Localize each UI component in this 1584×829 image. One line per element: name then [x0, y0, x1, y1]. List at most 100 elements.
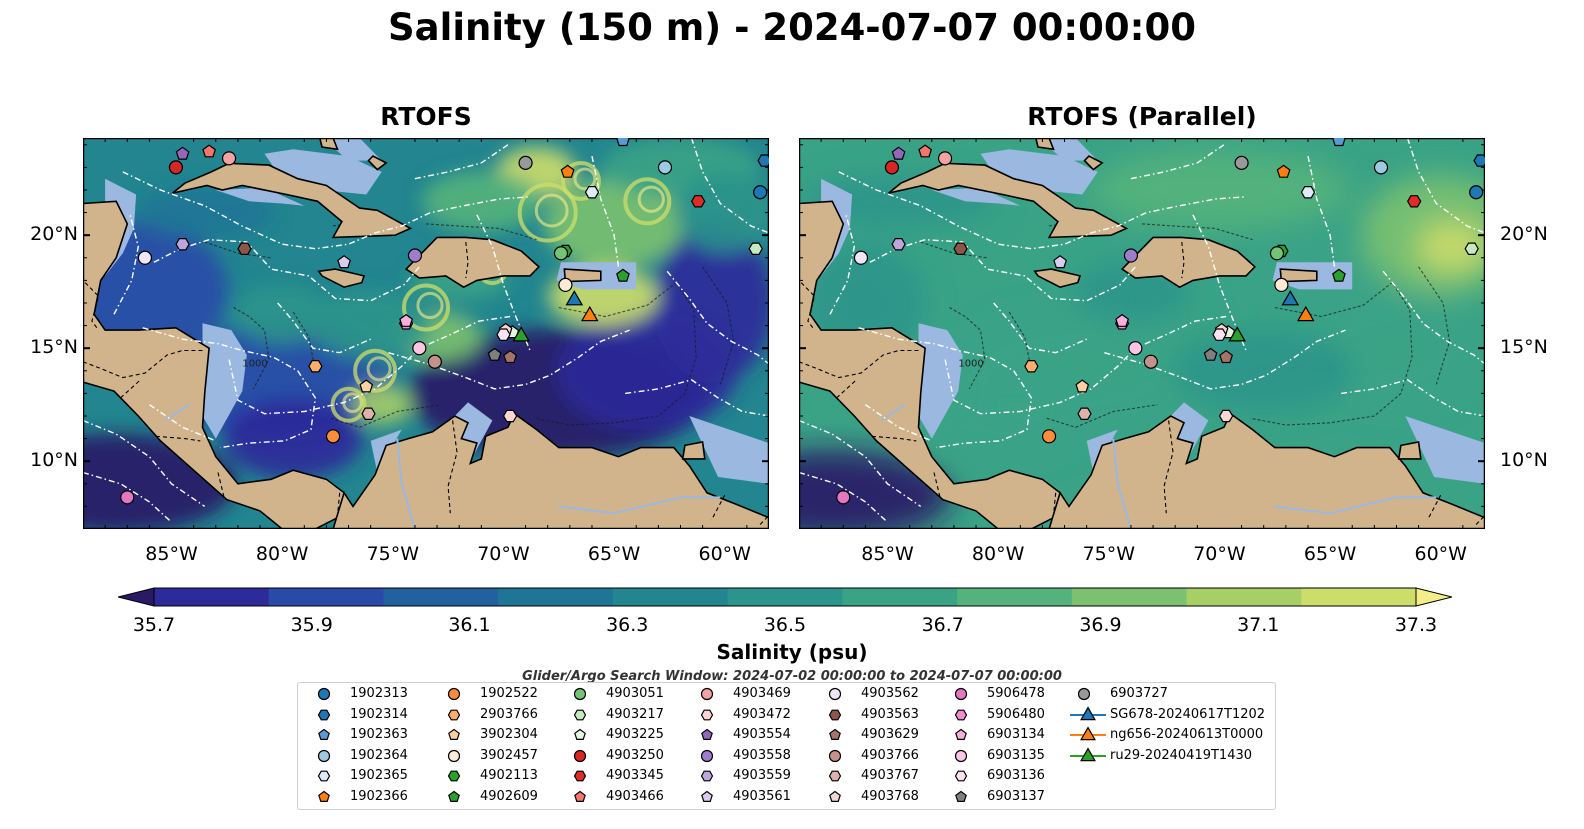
float-marker-4903563 [953, 242, 968, 256]
float-marker-1902363 [616, 138, 630, 147]
float-marker-4903469 [221, 151, 237, 166]
float-marker-4903558 [407, 248, 423, 263]
float-marker-1902366 [560, 164, 575, 178]
lon-tick-label: 60°W [698, 543, 751, 565]
legend-marker-icon [829, 728, 841, 741]
lat-tick-label: 20°N [1500, 223, 1548, 246]
legend-marker-icon [574, 790, 586, 802]
legend-item-label: 6903727 [1110, 686, 1168, 701]
colorbar-tick-label: 36.3 [606, 614, 649, 636]
legend-item-label: 4902113 [480, 768, 538, 784]
legend-item-label: 2903766 [480, 706, 538, 722]
float-marker-4903554 [175, 146, 190, 160]
float-marker-4903562 [853, 250, 869, 265]
colorbar-tick-label: 35.7 [132, 614, 176, 636]
lat-tick-label: 10°N [30, 449, 78, 472]
lon-tick-label: 85°W [861, 543, 914, 565]
colorbar-tick-label: 36.7 [921, 614, 964, 636]
lat-tick-label: 15°N [30, 336, 78, 359]
colorbar-tick-label: 35.9 [290, 614, 333, 636]
legend-item-label: 1902366 [350, 789, 408, 804]
lon-tick-label: 80°W [255, 543, 309, 565]
float-marker-6903137 [487, 347, 502, 361]
float-marker-4903767 [361, 407, 376, 420]
float-marker-4903466 [918, 144, 933, 158]
legend-marker-icon [447, 709, 461, 720]
legend-item-label: ng656-20240613T0000 [1110, 727, 1264, 743]
legend-marker-icon [447, 770, 461, 782]
legend-marker-icon [573, 687, 587, 701]
legend-item-label: 4903250 [606, 747, 664, 763]
float-marker-4903629 [503, 349, 518, 364]
legend-marker-icon [448, 790, 460, 802]
legend-item-label: 4903554 [733, 727, 791, 743]
float-marker-6903727 [518, 155, 533, 170]
legend-marker-icon [448, 728, 460, 741]
legend-marker-icon [700, 770, 714, 782]
float-marker-4903345 [691, 195, 706, 208]
glider-marker-ng656-20240613T0000 [580, 305, 599, 322]
lon-tick-label: 85°W [145, 543, 198, 565]
panel-title-rtofs-parallel: RTOFS (Parallel) [1027, 102, 1257, 131]
legend-marker-icon [318, 728, 330, 741]
glider-marker-ru29-20240419T1430 [1228, 326, 1246, 342]
float-marker-4903559 [175, 237, 190, 251]
panel-title-rtofs: RTOFS [380, 102, 472, 131]
legend-marker-icon [954, 687, 968, 701]
legend-marker-icon [700, 709, 714, 720]
map-panel-rtofs: 1000 [83, 138, 769, 529]
float-marker-1902314 [757, 154, 769, 167]
lon-tick-label: 65°W [587, 543, 641, 565]
legend-marker-icon [573, 770, 587, 782]
legend-marker-icon [1070, 726, 1106, 741]
float-marker-3902304 [1075, 379, 1090, 393]
legend-marker-icon [828, 709, 842, 720]
float-marker-4903250 [168, 160, 184, 175]
legend-marker-icon [1070, 705, 1106, 720]
legend-marker-icon [828, 749, 842, 762]
colorbar-tick-label: 37.1 [1237, 614, 1280, 636]
float-marker-2903766 [1024, 360, 1039, 373]
legend-marker-icon [700, 687, 714, 701]
legend-item-label: 4903562 [861, 686, 919, 701]
legend-marker-icon [955, 790, 967, 802]
float-marker-4903051 [1269, 246, 1285, 261]
float-marker-3902457 [558, 277, 573, 293]
float-marker-4903554 [891, 146, 906, 160]
legend-item-label: 1902314 [350, 706, 408, 722]
legend-item-label: 5906478 [987, 686, 1045, 701]
lon-tick-label: 70°W [1193, 543, 1246, 565]
legend-item-label: 4903768 [861, 789, 919, 804]
legend-marker-icon [954, 749, 968, 762]
lat-tick-label: 10°N [1500, 449, 1548, 472]
lon-tick-label: 60°W [1414, 543, 1467, 565]
float-marker-4903563 [237, 242, 252, 256]
float-marker-1902364 [1373, 160, 1389, 175]
float-marker-4903217 [748, 242, 763, 256]
legend-marker-icon [1070, 747, 1106, 761]
legend-item-label: 6903136 [987, 768, 1045, 784]
legend-item-label: 4903051 [606, 686, 664, 701]
float-marker-6903136 [496, 328, 511, 341]
float-marker-4903629 [1219, 349, 1234, 364]
legend-item-label: 4903563 [861, 706, 919, 722]
float-marker-6903727 [1234, 155, 1249, 170]
lon-tick-label: 75°W [1082, 543, 1136, 565]
float-marker-5906478 [836, 490, 851, 505]
legend-item-label: 1902522 [480, 686, 538, 701]
float-marker-4903051 [553, 246, 569, 261]
legend-item-label: 1902363 [350, 727, 408, 743]
float-marker-4903561 [337, 255, 352, 269]
legend-item-label: 4903472 [733, 706, 791, 722]
platform-legend: 1902313 1902314 1902363 1902364 1902365 19023… [297, 682, 1276, 810]
legend-marker-icon [317, 749, 331, 762]
legend-item-label: 4903766 [861, 747, 919, 763]
legend-item-label: 6903134 [987, 727, 1045, 743]
float-marker-1902365 [584, 185, 600, 199]
legend-marker-icon [317, 770, 331, 782]
legend-item-label: 1902313 [350, 686, 408, 701]
float-marker-4903472 [1218, 409, 1234, 423]
float-marker-4902609 [616, 268, 630, 282]
legend-marker-icon [828, 687, 842, 701]
legend-marker-icon [700, 749, 714, 762]
